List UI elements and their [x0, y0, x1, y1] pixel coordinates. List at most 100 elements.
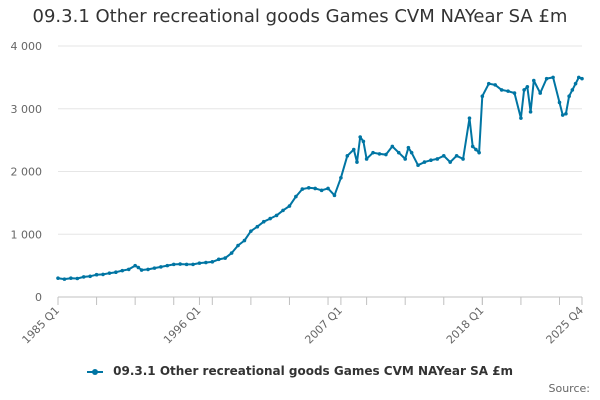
data-point	[281, 208, 285, 213]
data-point	[287, 204, 292, 208]
data-point	[358, 135, 362, 139]
y-tick-label: 0	[35, 291, 42, 304]
data-point	[339, 175, 343, 180]
data-point	[560, 113, 565, 117]
data-point	[486, 81, 491, 86]
data-point	[268, 216, 272, 221]
data-point	[136, 265, 141, 270]
y-tick-label: 4 000	[11, 40, 43, 53]
data-point	[107, 271, 112, 275]
data-point	[364, 157, 369, 161]
data-point	[178, 262, 182, 266]
data-point	[159, 265, 163, 269]
y-axis-labels: 0 1 000 2 000 3 000 4 000	[11, 40, 43, 304]
data-point	[409, 150, 414, 155]
data-point	[114, 270, 118, 275]
data-point	[377, 152, 382, 156]
data-point	[197, 261, 202, 265]
data-point	[474, 147, 478, 152]
data-point	[101, 272, 105, 277]
data-point	[62, 277, 67, 281]
data-point	[210, 260, 215, 264]
data-point	[448, 160, 452, 164]
data-point	[406, 145, 411, 150]
data-point	[139, 268, 144, 272]
data-point	[81, 275, 86, 279]
data-point	[133, 263, 137, 268]
y-tick-label: 3 000	[11, 103, 43, 116]
data-point	[384, 152, 388, 157]
data-point	[570, 88, 575, 92]
source-label: Source:	[548, 382, 591, 395]
data-point	[538, 91, 543, 95]
legend-line-marker-icon	[86, 367, 103, 377]
data-point	[573, 81, 578, 86]
x-tick-label: 1985 Q1	[20, 304, 63, 347]
data-point	[470, 144, 475, 149]
data-point	[319, 188, 324, 193]
data-point	[525, 84, 530, 89]
data-point	[94, 272, 99, 277]
chart-title: 09.3.1 Other recreational goods Games CV…	[32, 6, 568, 27]
data-point	[191, 262, 195, 267]
data-point	[441, 154, 446, 158]
data-point	[435, 157, 440, 161]
data-point	[249, 229, 253, 233]
data-point	[120, 268, 125, 273]
data-point	[171, 262, 176, 267]
data-point	[261, 219, 266, 224]
data-point	[416, 163, 420, 168]
data-point	[332, 193, 337, 198]
x-tick-label: 2007 Q1	[302, 304, 345, 347]
x-tick-label: 2018 Q1	[444, 304, 487, 347]
data-point	[499, 88, 504, 92]
x-axis: 1985 Q1 1996 Q1 2007 Q1 2018 Q1 2025 Q4	[20, 296, 586, 347]
data-point	[477, 150, 481, 155]
data-point	[531, 78, 536, 83]
data-point	[429, 158, 433, 163]
data-point	[229, 251, 234, 255]
data-point	[580, 76, 584, 81]
data-point	[242, 238, 247, 243]
y-tick-label: 1 000	[11, 228, 43, 241]
data-point	[165, 263, 170, 268]
data-point	[480, 94, 485, 98]
data-point	[216, 257, 221, 262]
data-point	[528, 110, 533, 114]
y-tick-label: 2 000	[11, 166, 43, 179]
data-point	[567, 94, 571, 98]
data-point	[152, 266, 157, 270]
series-line	[57, 76, 583, 281]
data-point	[390, 144, 395, 149]
data-point	[361, 139, 366, 144]
data-point	[544, 76, 549, 81]
data-point	[461, 157, 465, 161]
data-point	[294, 194, 298, 199]
data-point	[422, 160, 427, 164]
data-point	[326, 186, 330, 191]
data-point	[345, 154, 350, 158]
data-point	[403, 157, 407, 161]
x-tick-label: 1996 Q1	[161, 304, 204, 347]
legend[interactable]: 09.3.1 Other recreational goods Games CV…	[0, 364, 600, 378]
data-point	[300, 187, 305, 191]
data-point	[306, 186, 311, 190]
data-point	[255, 224, 260, 229]
data-point	[146, 267, 150, 272]
data-point	[355, 160, 359, 164]
data-point	[564, 111, 568, 116]
data-point	[551, 75, 555, 80]
data-point	[351, 147, 356, 152]
data-point	[506, 89, 510, 93]
data-point	[519, 116, 523, 120]
data-point	[184, 262, 189, 267]
data-point	[396, 150, 401, 155]
data-point	[223, 256, 227, 260]
legend-label: 09.3.1 Other recreational goods Games CV…	[113, 364, 514, 378]
data-point	[69, 276, 73, 280]
data-point	[522, 88, 526, 92]
data-point	[274, 213, 279, 218]
data-point	[313, 186, 317, 191]
data-point	[512, 91, 517, 95]
